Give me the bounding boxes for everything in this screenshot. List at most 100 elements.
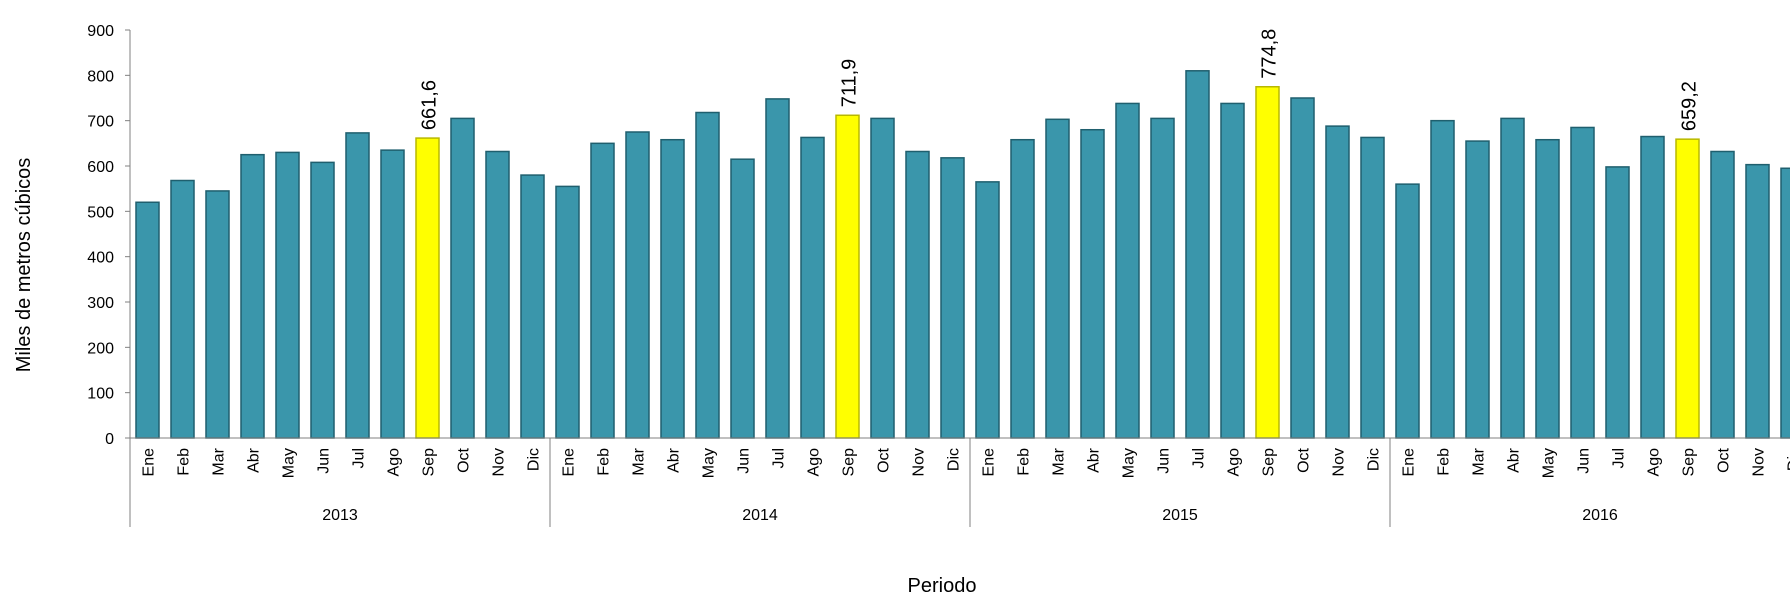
data-label: 711,9 — [839, 59, 861, 108]
x-tick-label: Abr — [666, 447, 683, 473]
y-axis: 0 100 200 300 400 500 600 700 800 900 — [87, 23, 131, 448]
bar-2014-Nov — [905, 150, 930, 439]
bar-2014-Mar — [625, 131, 650, 439]
bar-2016-Jun — [1570, 126, 1595, 439]
x-tick-label: Jul — [771, 448, 788, 468]
y-tick-label: 300 — [87, 295, 114, 312]
bar-2013-Nov — [485, 150, 510, 439]
x-tick-label: Sep — [1681, 448, 1698, 477]
bar-2016-May — [1535, 138, 1560, 439]
x-tick-label: Dic — [1366, 448, 1383, 471]
bar-2014-Jun — [730, 158, 755, 439]
x-tick-label: Mar — [631, 447, 648, 475]
bar-2016-Dic — [1780, 167, 1790, 439]
bar-2016-Ene — [1395, 183, 1420, 439]
x-tick-label: Jul — [351, 448, 368, 468]
x-tick-label: Jun — [1576, 448, 1593, 474]
bar-2014-Abr — [660, 138, 685, 439]
x-tick-label: Feb — [1436, 448, 1453, 476]
bar-2015-Jun — [1150, 117, 1175, 439]
x-tick-label: Abr — [1086, 447, 1103, 473]
bar-2015-May — [1115, 102, 1140, 439]
x-tick-label: Sep — [841, 448, 858, 477]
x-tick-label: Jul — [1191, 448, 1208, 468]
data-label: 659,2 — [1679, 81, 1701, 131]
y-tick-label: 600 — [87, 159, 114, 176]
bar-2016-Jul — [1605, 166, 1630, 439]
bar-2015-Ago — [1220, 102, 1245, 439]
x-tick-label: Ago — [1226, 448, 1243, 477]
bar-2013-Oct — [450, 117, 475, 439]
bar-2016-Nov — [1745, 163, 1770, 439]
y-tick-label: 900 — [87, 23, 114, 40]
bar-2013-Mar — [205, 190, 230, 439]
x-tick-label: Abr — [1506, 447, 1523, 473]
x-tick-label: Feb — [176, 448, 193, 476]
bar-2015-Abr — [1080, 128, 1105, 439]
year-label: 2014 — [742, 507, 778, 524]
y-axis-title: Miles de metros cúbicos — [13, 158, 35, 373]
x-tick-label: Dic — [1786, 448, 1790, 471]
bar-2015-Sep — [1255, 86, 1280, 439]
bar-2016-Mar — [1465, 140, 1490, 439]
x-tick-label: Jun — [736, 448, 753, 474]
x-tick-label: Feb — [1016, 448, 1033, 476]
y-tick-label: 200 — [87, 340, 114, 357]
x-tick-label: Nov — [911, 448, 928, 476]
x-tick-label: Ene — [1401, 448, 1418, 477]
bar-2014-Feb — [590, 142, 615, 439]
x-tick-label: Oct — [876, 447, 893, 472]
x-tick-label: Ago — [1646, 448, 1663, 477]
y-tick-label: 0 — [105, 431, 114, 448]
x-tick-label: May — [1541, 448, 1558, 478]
x-axis: Ene Feb Mar Abr May Jun Jul Ago Sep Oct Nov Dic Ene F… — [129, 437, 1790, 527]
bar-2013-May — [275, 151, 300, 439]
data-label: 774,8 — [1259, 29, 1281, 79]
x-tick-label: Sep — [421, 448, 438, 477]
y-tick-label: 100 — [87, 386, 114, 403]
bar-2015-Dic — [1360, 136, 1385, 439]
x-tick-label: Mar — [211, 447, 228, 475]
bar-2013-Jul — [345, 132, 370, 439]
bar-2013-Feb — [170, 179, 195, 439]
bar-2015-Ene — [975, 181, 1000, 439]
bar-2016-Oct — [1710, 150, 1735, 439]
bar-2013-Ago — [380, 149, 405, 439]
data-label: 661,6 — [419, 80, 441, 130]
x-axis-title: Periodo — [908, 575, 977, 597]
x-tick-label: Mar — [1051, 447, 1068, 475]
year-label: 2015 — [1162, 507, 1198, 524]
y-tick-label: 400 — [87, 250, 114, 267]
bar-2015-Feb — [1010, 138, 1035, 439]
bar-2013-Dic — [520, 174, 545, 439]
x-tick-label: Nov — [1331, 448, 1348, 476]
x-tick-label: Dic — [946, 448, 963, 471]
x-tick-label: May — [281, 448, 298, 478]
x-tick-label: Oct — [1716, 447, 1733, 472]
bar-2015-Jul — [1185, 70, 1210, 439]
bar-2014-May — [695, 111, 720, 439]
bar-2015-Nov — [1325, 125, 1350, 439]
x-tick-label: Ene — [981, 448, 998, 477]
bar-2015-Oct — [1290, 97, 1315, 439]
x-tick-label: May — [1121, 448, 1138, 478]
x-tick-label: Oct — [1296, 447, 1313, 472]
bar-2014-Ene — [555, 185, 580, 439]
bar-2014-Oct — [870, 117, 895, 439]
x-tick-label: Sep — [1261, 448, 1278, 477]
bar-2013-Sep — [415, 137, 440, 439]
x-tick-label: Nov — [491, 448, 508, 476]
bar-2014-Sep — [835, 114, 860, 439]
year-label: 2013 — [322, 507, 358, 524]
bar-2015-Mar — [1045, 118, 1070, 439]
bar-2016-Abr — [1500, 117, 1525, 439]
bars — [135, 70, 1790, 439]
x-tick-label: Ene — [141, 448, 158, 477]
bar-2016-Ago — [1640, 135, 1665, 439]
x-tick-label: Mar — [1471, 447, 1488, 475]
x-tick-label: Oct — [456, 447, 473, 472]
x-tick-label: Jun — [1156, 448, 1173, 474]
x-tick-label: Jul — [1611, 448, 1628, 468]
year-label: 2016 — [1582, 507, 1618, 524]
